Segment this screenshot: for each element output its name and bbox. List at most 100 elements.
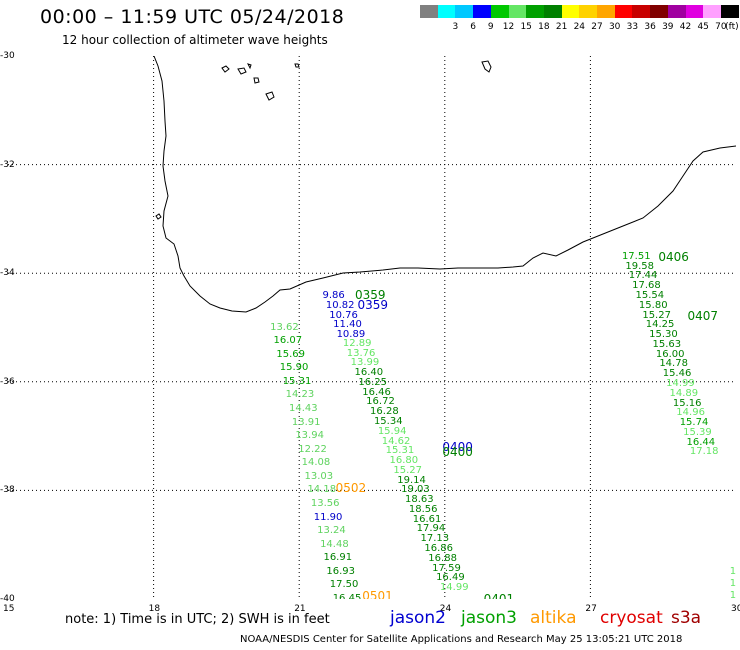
colorbar-swatch: [685, 5, 704, 18]
latitude-tick: -40: [0, 594, 15, 604]
islands: [155, 60, 492, 220]
swh-value: 11.40: [333, 319, 362, 331]
swh-value: 15.39: [683, 426, 712, 438]
units-note: note: 1) Time is in UTC; 2) SWH is in fe…: [65, 612, 330, 627]
swh-value: 15.34: [373, 415, 403, 427]
swh-value: 15.16: [672, 397, 702, 409]
coastline: [153, 56, 736, 313]
colorbar-label: 70: [715, 22, 727, 32]
colorbar-label: 15: [520, 22, 532, 32]
map-title: 00:00 – 11:59 UTC 05/24/2018: [40, 6, 345, 28]
satellite-cryosat: cryosat: [600, 608, 663, 628]
colorbar-label: 3: [452, 22, 459, 32]
latitude-tick: -38: [0, 485, 15, 496]
swh-value: 17.44: [628, 270, 658, 282]
pass-time-label: 0502: [335, 480, 367, 495]
swh-value: 15.31: [385, 445, 415, 457]
swh-value: 17.94: [416, 523, 446, 535]
swh-value: 15.27: [393, 464, 422, 476]
credit-footer: NOAA/NESDIS Center for Satellite Applica…: [240, 634, 683, 645]
colorbar-swatch: [632, 5, 651, 18]
swh-value: 13.91: [291, 416, 321, 428]
colorbar-swatch: [597, 5, 616, 18]
pass-time-label: 0359: [357, 297, 388, 312]
swh-value: 14.99: [439, 582, 469, 594]
latitude-tick: -36: [0, 376, 15, 387]
colorbar-label: 6: [470, 22, 476, 32]
swh-value: 13.03: [304, 470, 334, 482]
swh-value: 16.49: [436, 572, 465, 584]
map-subtitle: 12 hour collection of altimeter wave hei…: [62, 33, 328, 47]
swh-value: 19: [729, 589, 736, 599]
swh-value: 13.62: [270, 321, 299, 333]
swh-value: 19: [729, 577, 736, 589]
map-plot-area[interactable]: 13.62 16.07 15.69 15.90 15.31 14.23 14.43 13.91…: [8, 56, 736, 599]
swh-value: 9.86: [322, 290, 345, 301]
longitude-tick: 15: [3, 604, 15, 614]
swh-value: 13.24: [317, 525, 346, 537]
swh-value: 13.94: [295, 430, 324, 442]
colorbar-label: 12: [502, 22, 515, 32]
swh-value: 16.88: [428, 552, 457, 564]
swh-value: 15.63: [652, 338, 682, 350]
colorbar-swatch: [614, 5, 633, 18]
pass-time-label: 0400: [442, 439, 473, 454]
pass-time-label: 0400: [442, 445, 473, 460]
swh-value: 10.76: [329, 309, 358, 321]
swh-value: 14.48: [320, 538, 349, 550]
swh-value: 19.03: [401, 484, 430, 496]
latitude-tick: -30: [0, 51, 15, 61]
latitude-tick: -32: [0, 159, 15, 170]
swh-value: 15.54: [635, 290, 665, 301]
swh-value: 16.44: [686, 436, 716, 448]
swh-value: 16.86: [424, 543, 454, 555]
swh-value: 15.69: [276, 348, 306, 360]
swh-value: 12.22: [298, 443, 327, 455]
satellite-altika: altika: [530, 608, 577, 628]
satellite-s3a: s3a: [671, 608, 702, 628]
swh-value: 16.91: [323, 552, 353, 564]
pass-time-label: 0359: [355, 287, 386, 302]
swh-value: 14.96: [676, 407, 705, 419]
swh-value: 16: [729, 565, 736, 577]
swh-value: 15.46: [662, 368, 692, 380]
pass-time-label: 0406: [658, 249, 689, 264]
satellite-jason3: jason3: [461, 608, 517, 628]
swh-value: 13.56: [310, 497, 340, 509]
colorbar-label: 21: [555, 22, 568, 32]
swh-value: 18.63: [405, 494, 434, 506]
map-canvas: [8, 56, 736, 599]
swh-value: 17.13: [420, 533, 450, 545]
swh-value: 15.27: [642, 309, 671, 321]
colorbar-swatch: [650, 5, 669, 18]
colorbar-label: 18: [538, 22, 550, 32]
colorbar-unit: (ft): [725, 22, 739, 32]
swh-value: 16.93: [326, 565, 356, 577]
colorbar-label: 9: [487, 22, 494, 32]
swh-value: 16.45: [332, 593, 362, 600]
swh-value: 10.82: [325, 299, 355, 311]
swh-value: 14.78: [659, 358, 688, 370]
swh-value: 17.59: [432, 562, 461, 574]
colorbar-label: 39: [662, 22, 674, 32]
longitude-tick: 30: [731, 604, 740, 614]
swh-value: 17.50: [329, 579, 359, 591]
swh-value: 13.99: [350, 357, 380, 369]
colorbar-label: 33: [626, 22, 639, 32]
colorbar-swatch: [490, 5, 509, 18]
latitude-tick: -34: [0, 268, 15, 279]
longitude-tick: 27: [585, 604, 597, 614]
swh-value: 11.90: [313, 511, 343, 523]
swh-value: 16.28: [370, 406, 399, 418]
swh-value: 19.58: [625, 260, 654, 272]
swh-value: 16.00: [655, 348, 685, 360]
colorbar-swatch: [720, 5, 740, 18]
colorbar-swatch: [561, 5, 580, 18]
swh-value: 12.89: [342, 337, 372, 349]
colorbar-label: 42: [679, 22, 692, 32]
graticule: [8, 56, 736, 599]
swh-value: 16.80: [389, 455, 419, 467]
satellite-jason2: jason2: [390, 608, 446, 628]
swh-value: 19.14: [397, 474, 426, 486]
colorbar-swatch: [455, 5, 474, 18]
